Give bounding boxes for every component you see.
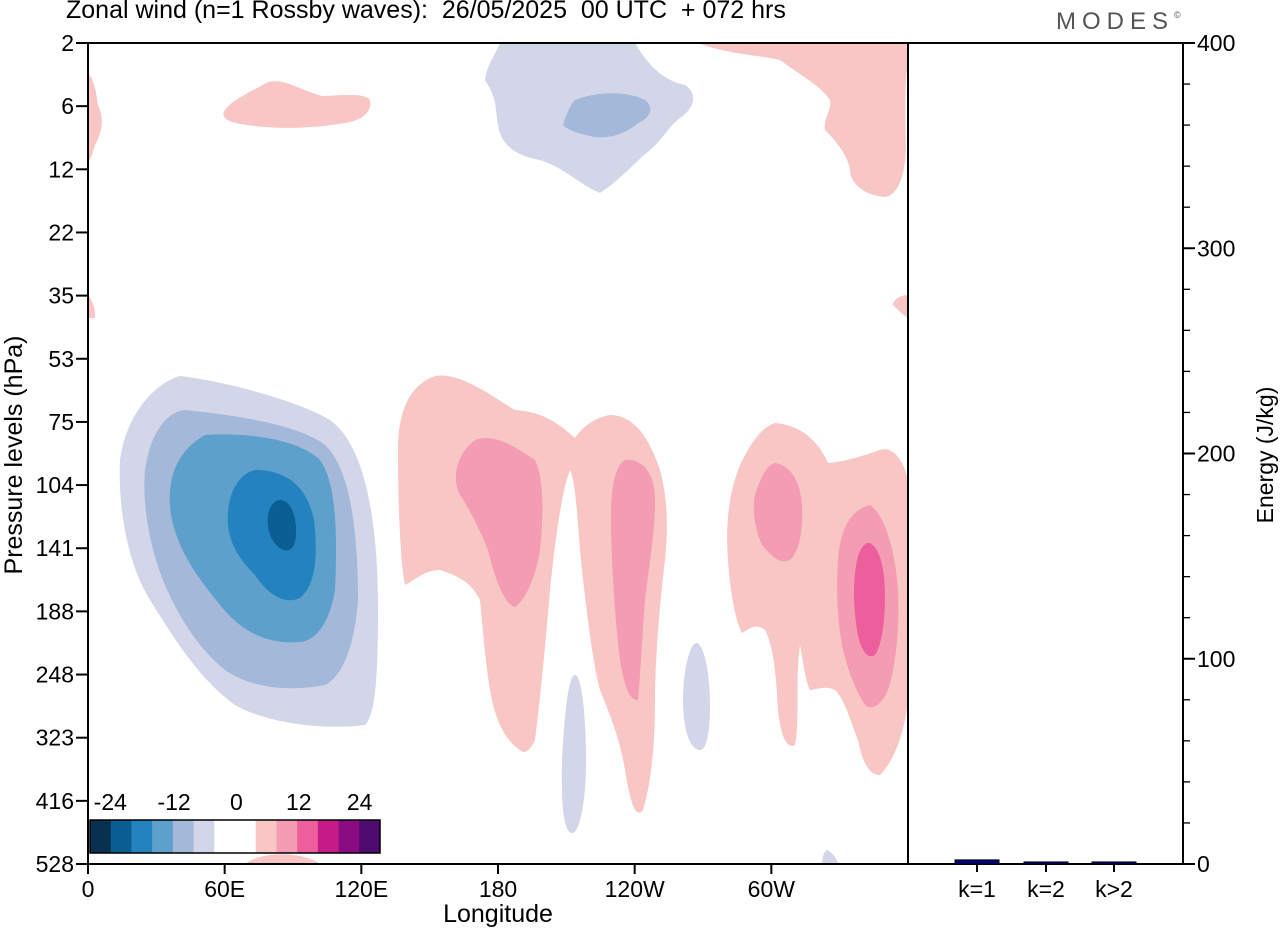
positive-anomaly-bottom [245, 854, 320, 864]
contour-fill [610, 459, 655, 700]
y-tick-label: 104 [36, 472, 75, 498]
y-tick-label: 416 [36, 788, 74, 814]
energy-category-label: k=2 [1027, 876, 1065, 902]
energy-panel: 0 100 200 300 400 Energy (J/kg) k=1 k=2 k>2 [954, 30, 1278, 902]
y-tick-label: 2 [61, 30, 74, 56]
colorbar-label: -24 [94, 789, 127, 815]
colorbar-label: 0 [230, 789, 243, 815]
energy-tick-label: 200 [1197, 441, 1235, 467]
contour-fill [267, 500, 297, 551]
colorbar-swatch [110, 820, 132, 853]
y-tick-label: 75 [48, 409, 74, 435]
colorbar-swatch [90, 820, 112, 853]
x-tick-label: 0 [82, 876, 95, 902]
positive-anomaly-edge [88, 73, 102, 163]
energy-tick-label: 300 [1197, 235, 1235, 261]
colorbar-swatch [338, 820, 360, 853]
y-tick-label: 53 [48, 346, 74, 372]
colorbar-swatch [317, 820, 340, 853]
colorbar-swatch [297, 820, 319, 853]
energy-category-label: k>2 [1095, 876, 1133, 902]
colorbar-swatch [276, 820, 298, 853]
positive-anomaly-edge [893, 295, 908, 318]
axes: 2 6 12 22 35 53 75 104 141 188 248 323 416 528 Pressur… [0, 30, 1184, 928]
contour-fill [563, 93, 651, 138]
energy-tick-label: 400 [1197, 30, 1235, 56]
energy-axis-label: Energy (J/kg) [1252, 387, 1278, 524]
x-tick-label: 180 [479, 876, 517, 902]
y-tick-label: 12 [48, 156, 74, 182]
x-tick-label: 60E [204, 876, 245, 902]
x-tick-label: 120W [605, 876, 665, 902]
colorbar-swatch [193, 820, 215, 853]
y-tick-label: 141 [36, 535, 74, 561]
x-tick-label: 120E [334, 876, 388, 902]
negative-anomaly-top [485, 43, 694, 193]
y-tick-label: 323 [36, 725, 74, 751]
colorbar-frame [89, 819, 381, 854]
colorbar-swatch [172, 820, 195, 853]
y-tick-label: 35 [48, 283, 74, 309]
y-tick-label: 22 [48, 219, 74, 245]
negative-anomaly-region [119, 376, 378, 727]
y-tick-label: 188 [36, 598, 74, 624]
positive-anomaly-top [223, 81, 371, 128]
modes-logo: MODES© [1056, 8, 1181, 36]
chart-title: Zonal wind (n=1 Rossby waves): 26/05/202… [66, 0, 786, 24]
colorbar-swatch [214, 820, 236, 853]
x-tick-label: 60W [748, 876, 796, 902]
colorbar-swatch [255, 820, 277, 853]
wind-field [88, 43, 908, 864]
logo-mark: © [1174, 10, 1181, 20]
y-tick-label: 248 [36, 662, 74, 688]
contour-fill [854, 542, 885, 657]
positive-anomaly-top [698, 43, 908, 197]
colorbar-label: 12 [286, 789, 312, 815]
y-axis-label: Pressure levels (hPa) [0, 336, 28, 575]
colorbar-label: 24 [347, 789, 373, 815]
energy-category-label: k=1 [958, 876, 996, 902]
contour-fill [753, 463, 803, 562]
energy-bar [954, 859, 1000, 865]
energy-tick-label: 0 [1197, 851, 1210, 877]
colorbar: -24 -12 0 12 24 [89, 782, 382, 854]
energy-tick-label: 100 [1197, 646, 1235, 672]
negative-blob [822, 850, 838, 864]
colorbar-swatch [235, 820, 257, 853]
energy-bar [1023, 861, 1069, 865]
y-tick-label: 6 [61, 93, 74, 119]
logo-text: MODES [1056, 8, 1175, 35]
energy-bar [1091, 861, 1137, 865]
negative-blob [561, 675, 586, 833]
y-tick-label: 528 [36, 851, 74, 877]
negative-blob [683, 642, 710, 750]
contour-fill [455, 438, 543, 607]
positive-anomaly-middle [398, 375, 667, 813]
positive-anomaly-edge [88, 295, 96, 318]
colorbar-swatch [131, 820, 153, 853]
x-axis-label: Longitude [443, 900, 553, 928]
positive-anomaly-right [727, 423, 908, 775]
colorbar-swatch [359, 820, 381, 853]
colorbar-swatch [152, 820, 174, 853]
colorbar-label: -12 [157, 789, 190, 815]
